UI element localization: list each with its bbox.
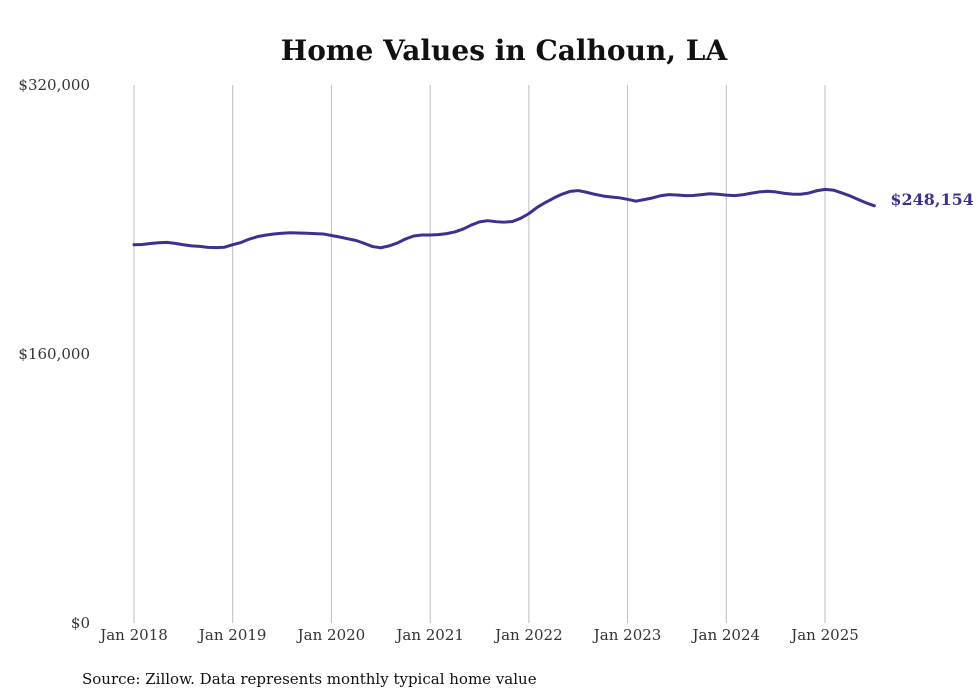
home-value-line: [132, 187, 876, 250]
source-note: Source: Zillow. Data represents monthly …: [82, 670, 537, 688]
x-tick-label: Jan 2020: [296, 626, 366, 644]
chart-title: Home Values in Calhoun, LA: [281, 34, 729, 67]
x-tick-label: Jan 2024: [691, 626, 761, 644]
end-value-label: $248,154: [890, 190, 974, 209]
y-tick-label: $0: [71, 614, 90, 632]
x-tick-label: Jan 2025: [789, 626, 859, 644]
gridlines: [133, 85, 826, 623]
x-tick-label: Jan 2022: [493, 626, 563, 644]
x-tick-label: Jan 2023: [592, 626, 662, 644]
x-tick-label: Jan 2021: [394, 626, 464, 644]
y-axis-ticks: $0 $160,000 $320,000: [18, 76, 90, 632]
x-tick-label: Jan 2019: [197, 626, 267, 644]
x-tick-label: Jan 2018: [98, 626, 168, 644]
y-tick-label: $320,000: [18, 76, 90, 94]
x-axis-ticks: Jan 2018 Jan 2019 Jan 2020 Jan 2021 Jan 2022…: [98, 626, 859, 644]
y-tick-label: $160,000: [18, 345, 90, 363]
